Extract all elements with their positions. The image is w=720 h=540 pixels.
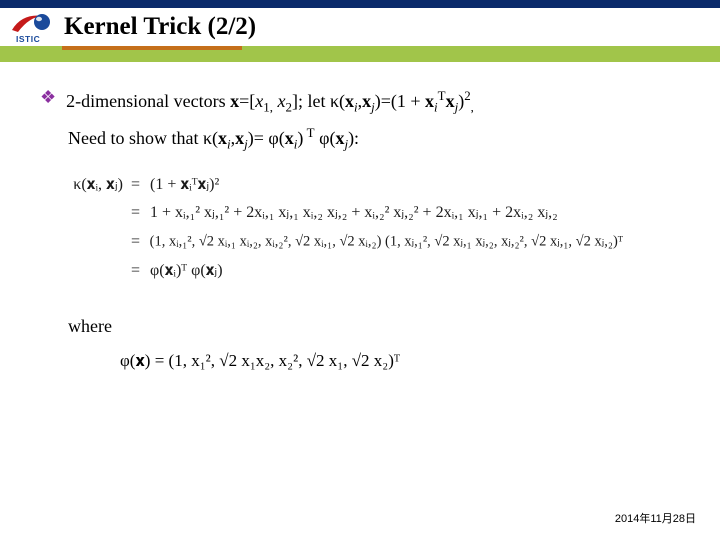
slide-content: ❖ 2-dimensional vectors x=[x1, x2]; let … bbox=[0, 62, 720, 371]
where-formula: φ(𝐱) = (1, x₁², √2 x₁x₂, x₂², √2 x₁, √2 … bbox=[120, 351, 680, 371]
slide-header: ISTIC Kernel Trick (2/2) bbox=[0, 0, 720, 62]
math-row-3: = (1, xᵢ,₁², √2 xᵢ,₁ xᵢ,₂, xᵢ,₂², √2 xᵢ,… bbox=[68, 228, 680, 257]
derivation-block: κ(𝐱ᵢ, 𝐱ⱼ) = (1 + 𝐱ᵢᵀ𝐱ⱼ)² = 1 + xᵢ,₁² xⱼ,… bbox=[68, 171, 680, 286]
math-row-4: = φ(𝐱ᵢ)ᵀ φ(𝐱ⱼ) bbox=[68, 257, 680, 286]
bullet-line-1: ❖ 2-dimensional vectors x=[x1, x2]; let … bbox=[40, 86, 680, 117]
math-row-2: = 1 + xᵢ,₁² xⱼ,₁² + 2xᵢ,₁ xⱼ,₁ xᵢ,₂ xⱼ,₂… bbox=[68, 199, 680, 228]
line2-text: Need to show that κ(xi,xj)= φ(xi) T φ(xj… bbox=[68, 125, 680, 153]
green-bar bbox=[0, 46, 720, 62]
math-row-1: κ(𝐱ᵢ, 𝐱ⱼ) = (1 + 𝐱ᵢᵀ𝐱ⱼ)² bbox=[68, 171, 680, 200]
where-label: where bbox=[68, 316, 680, 337]
svg-text:ISTIC: ISTIC bbox=[16, 34, 40, 44]
diamond-bullet-icon: ❖ bbox=[40, 86, 56, 109]
slide-title: Kernel Trick (2/2) bbox=[64, 13, 256, 41]
title-row: ISTIC Kernel Trick (2/2) bbox=[0, 8, 720, 46]
line1-text: 2-dimensional vectors x=[x1, x2]; let κ(… bbox=[66, 86, 474, 117]
footer-date: 2014年11月28日 bbox=[615, 510, 696, 526]
istic-logo: ISTIC bbox=[10, 10, 56, 44]
top-strip bbox=[0, 0, 720, 8]
